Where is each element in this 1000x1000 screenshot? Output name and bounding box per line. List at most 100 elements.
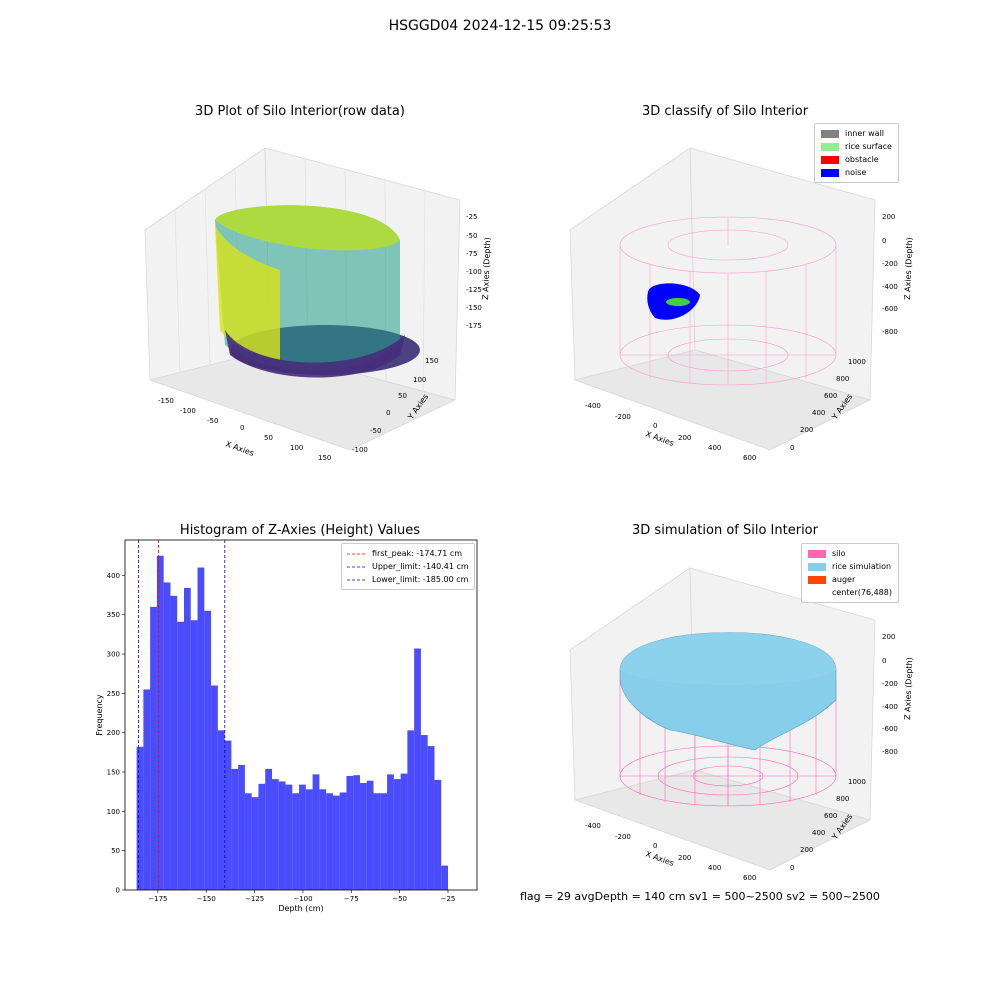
histogram-bar <box>265 768 272 890</box>
histogram-bar <box>420 735 428 890</box>
legend-entry: silo <box>808 547 892 560</box>
histogram-bar <box>251 797 259 890</box>
histogram-ytick-label: 100 <box>107 808 120 816</box>
raw-ytick: 50 <box>398 392 407 400</box>
histogram-xtick-label: −75 <box>344 895 359 903</box>
legend-entry: first_peak: -174.71 cm <box>347 547 469 560</box>
simulation-ytick: 800 <box>836 795 849 803</box>
histogram-bar <box>136 746 144 890</box>
histogram-vlines <box>138 540 226 890</box>
histogram-xtick-label: −150 <box>197 895 216 903</box>
simulation-ytick: 200 <box>800 846 813 854</box>
legend-entry: Lower_limit: -185.00 cm <box>347 573 469 586</box>
simulation-zticks: 200 0 -200 -400 -600 -800 <box>882 633 898 756</box>
simulation-legend: silo rice simulation auger center(76,488… <box>801 543 899 603</box>
classify-plot-title: 3D classify of Silo Interior <box>641 104 809 119</box>
raw-zlabel: Z Axies (Depth) <box>481 237 492 300</box>
simulation-3d-plot: -400 -200 0 200 400 600 X Axies 0 200 40… <box>569 567 914 882</box>
simulation-xtick: -400 <box>585 822 601 830</box>
histogram-bar <box>339 792 347 890</box>
legend-entry: inner wall <box>821 127 892 140</box>
histogram-title: Histogram of Z-Axies (Height) Values <box>179 523 421 538</box>
histogram-bar <box>197 567 205 890</box>
legend-entry: center(76,488) <box>808 586 892 599</box>
simulation-rice-top <box>620 632 836 685</box>
raw-plot-title: 3D Plot of Silo Interior(row data) <box>195 104 405 119</box>
histogram-bar <box>204 610 212 890</box>
histogram-bar <box>319 789 327 890</box>
legend-label: Lower_limit: -185.00 cm <box>372 575 469 584</box>
histogram-bar <box>393 779 401 890</box>
raw-ztick: -150 <box>466 304 482 312</box>
raw-3d-plot: -150 -100 -50 0 50 100 150 X Axies -100 … <box>144 147 492 462</box>
simulation-xtick: 200 <box>678 854 691 862</box>
legend-label: silo <box>832 549 846 558</box>
classify-ytick: 200 <box>800 426 813 434</box>
classify-points <box>647 283 700 320</box>
raw-ztick: -100 <box>466 268 482 276</box>
legend-label: noise <box>845 168 867 177</box>
histogram-xtick-label: −100 <box>293 895 312 903</box>
classify-xtick: 400 <box>708 444 721 452</box>
status-footer: flag = 29 avgDepth = 140 cm sv1 = 500~25… <box>520 890 880 903</box>
histogram-bar <box>244 793 252 890</box>
histogram-bar <box>312 774 320 890</box>
raw-ztick: -50 <box>466 232 477 240</box>
classify-ytick: 400 <box>812 409 825 417</box>
histogram-bar <box>332 795 340 890</box>
simulation-xtick: 0 <box>653 842 657 850</box>
histogram-bar <box>353 775 360 890</box>
histogram-bar <box>346 775 354 890</box>
histogram-ytick-label: 50 <box>111 847 120 855</box>
histogram-bar <box>143 689 151 890</box>
histogram-ytick-label: 200 <box>107 729 120 737</box>
raw-point-cloud <box>215 205 420 378</box>
histogram-bar <box>156 555 164 890</box>
raw-xtick: -100 <box>180 407 196 415</box>
histogram-xtick-label: −175 <box>148 895 167 903</box>
legend-entry: obstacle <box>821 153 892 166</box>
histogram-bar <box>380 793 388 890</box>
legend-line-swatch <box>347 553 367 554</box>
legend-swatch <box>821 129 839 138</box>
histogram-ytick-label: 0 <box>116 887 120 895</box>
raw-xtick: 0 <box>240 424 244 432</box>
simulation-ztick: -200 <box>882 680 898 688</box>
classify-ytick: 800 <box>836 375 849 383</box>
histogram-xtick-label: −50 <box>392 895 407 903</box>
simulation-xlabel: X Axies <box>644 849 675 868</box>
histogram-bar <box>414 648 421 890</box>
legend-label: center(76,488) <box>832 588 892 597</box>
raw-xtick: -150 <box>158 397 174 405</box>
raw-ytick: -50 <box>370 427 381 435</box>
classify-zticks: 200 0 -200 -400 -600 -800 <box>882 213 898 336</box>
raw-ztick: -175 <box>466 322 482 330</box>
classify-left-pane <box>569 147 696 381</box>
histogram-bar <box>211 685 218 890</box>
legend-entry: rice simulation <box>808 560 892 573</box>
histogram-bar <box>387 774 394 890</box>
raw-points-rim <box>215 205 400 251</box>
histogram-bar <box>427 746 435 890</box>
legend-label: rice simulation <box>832 562 892 571</box>
classify-xticks: -400 -200 0 200 400 600 <box>585 402 756 462</box>
legend-swatch <box>808 589 826 597</box>
raw-xtick: 150 <box>318 454 331 462</box>
simulation-ztick: -800 <box>882 748 898 756</box>
histogram-bar <box>238 764 245 890</box>
simulation-ztick: -600 <box>882 725 898 733</box>
raw-yticks: -100 -50 0 50 100 150 <box>352 357 438 454</box>
histogram-bar <box>359 783 367 890</box>
histogram-bar <box>434 779 442 890</box>
raw-ytick: -100 <box>352 446 368 454</box>
classify-3d-plot: -400 -200 0 200 400 600 X Axies 0 200 40… <box>569 147 914 462</box>
histogram-ytick-label: 150 <box>107 769 120 777</box>
histogram-bar <box>305 789 313 890</box>
histogram-frame <box>124 539 478 891</box>
simulation-ztick: -400 <box>882 703 898 711</box>
histogram-bar <box>373 793 381 890</box>
histogram-ytick-label: 250 <box>107 690 120 698</box>
simulation-ztick: 200 <box>882 633 895 641</box>
simulation-xtick: 600 <box>743 874 756 882</box>
histogram-bar <box>224 740 232 890</box>
